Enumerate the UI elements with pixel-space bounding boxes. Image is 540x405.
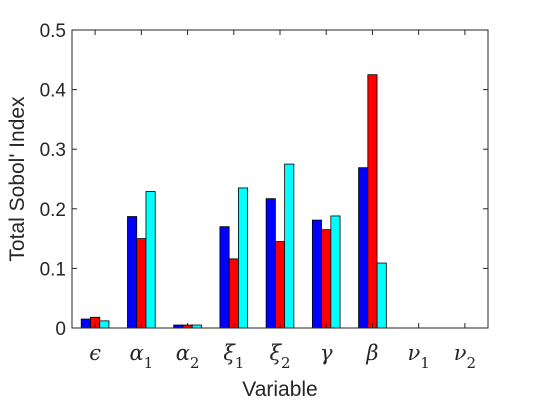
y-tick-label-0: 0: [55, 319, 66, 340]
y-tick-labels: 0 0.1 0.2 0.3 0.4 0.5: [40, 21, 67, 340]
x-tick-label-0: ϵ: [89, 341, 101, 365]
category-labels: ϵ α1 α2 ξ1 ξ2 γ β ν1 ν2: [89, 341, 476, 372]
bar-1-0: [127, 216, 138, 329]
y-tick-label-1: 0.1: [40, 259, 66, 280]
bar-4-1: [274, 241, 286, 329]
bar-4-0: [265, 198, 276, 329]
x-axis-label: Variable: [242, 378, 318, 401]
bar-0-2: [99, 320, 110, 329]
bar-6-1: [367, 74, 378, 329]
bar-4-2: [284, 163, 295, 329]
bar-5-2: [330, 215, 341, 329]
plot-frame: [71, 29, 489, 329]
y-tick-label-4: 0.4: [40, 81, 67, 102]
x-tick-label-5: γ: [320, 341, 333, 365]
bar-3-0: [219, 226, 230, 329]
bar-0-0: [80, 318, 91, 329]
x-tick-label-7: ν1: [408, 341, 430, 372]
x-tick-label-6: β: [365, 341, 378, 365]
bar-6-0: [358, 167, 369, 329]
x-tick-label-3: ξ1: [223, 341, 244, 372]
bar-1-2: [145, 191, 156, 329]
x-tick-label-1: α1: [129, 341, 153, 372]
y-tick-label-3: 0.3: [40, 140, 66, 161]
y-tick-label-5: 0.5: [40, 21, 66, 42]
x-tick-label-8: ν2: [454, 341, 476, 372]
x-tick-label-4: ξ2: [269, 341, 290, 372]
bar-6-2: [376, 262, 387, 329]
bar-5-0: [311, 219, 322, 329]
bar-3-2: [237, 187, 249, 329]
bar-5-1: [321, 229, 332, 329]
y-tick-label-2: 0.2: [40, 200, 66, 221]
y-axis-label: Total Sobol' Index: [6, 96, 29, 262]
x-tick-label-2: α2: [176, 341, 200, 372]
bar-1-1: [136, 238, 147, 329]
bar-3-1: [228, 258, 239, 329]
